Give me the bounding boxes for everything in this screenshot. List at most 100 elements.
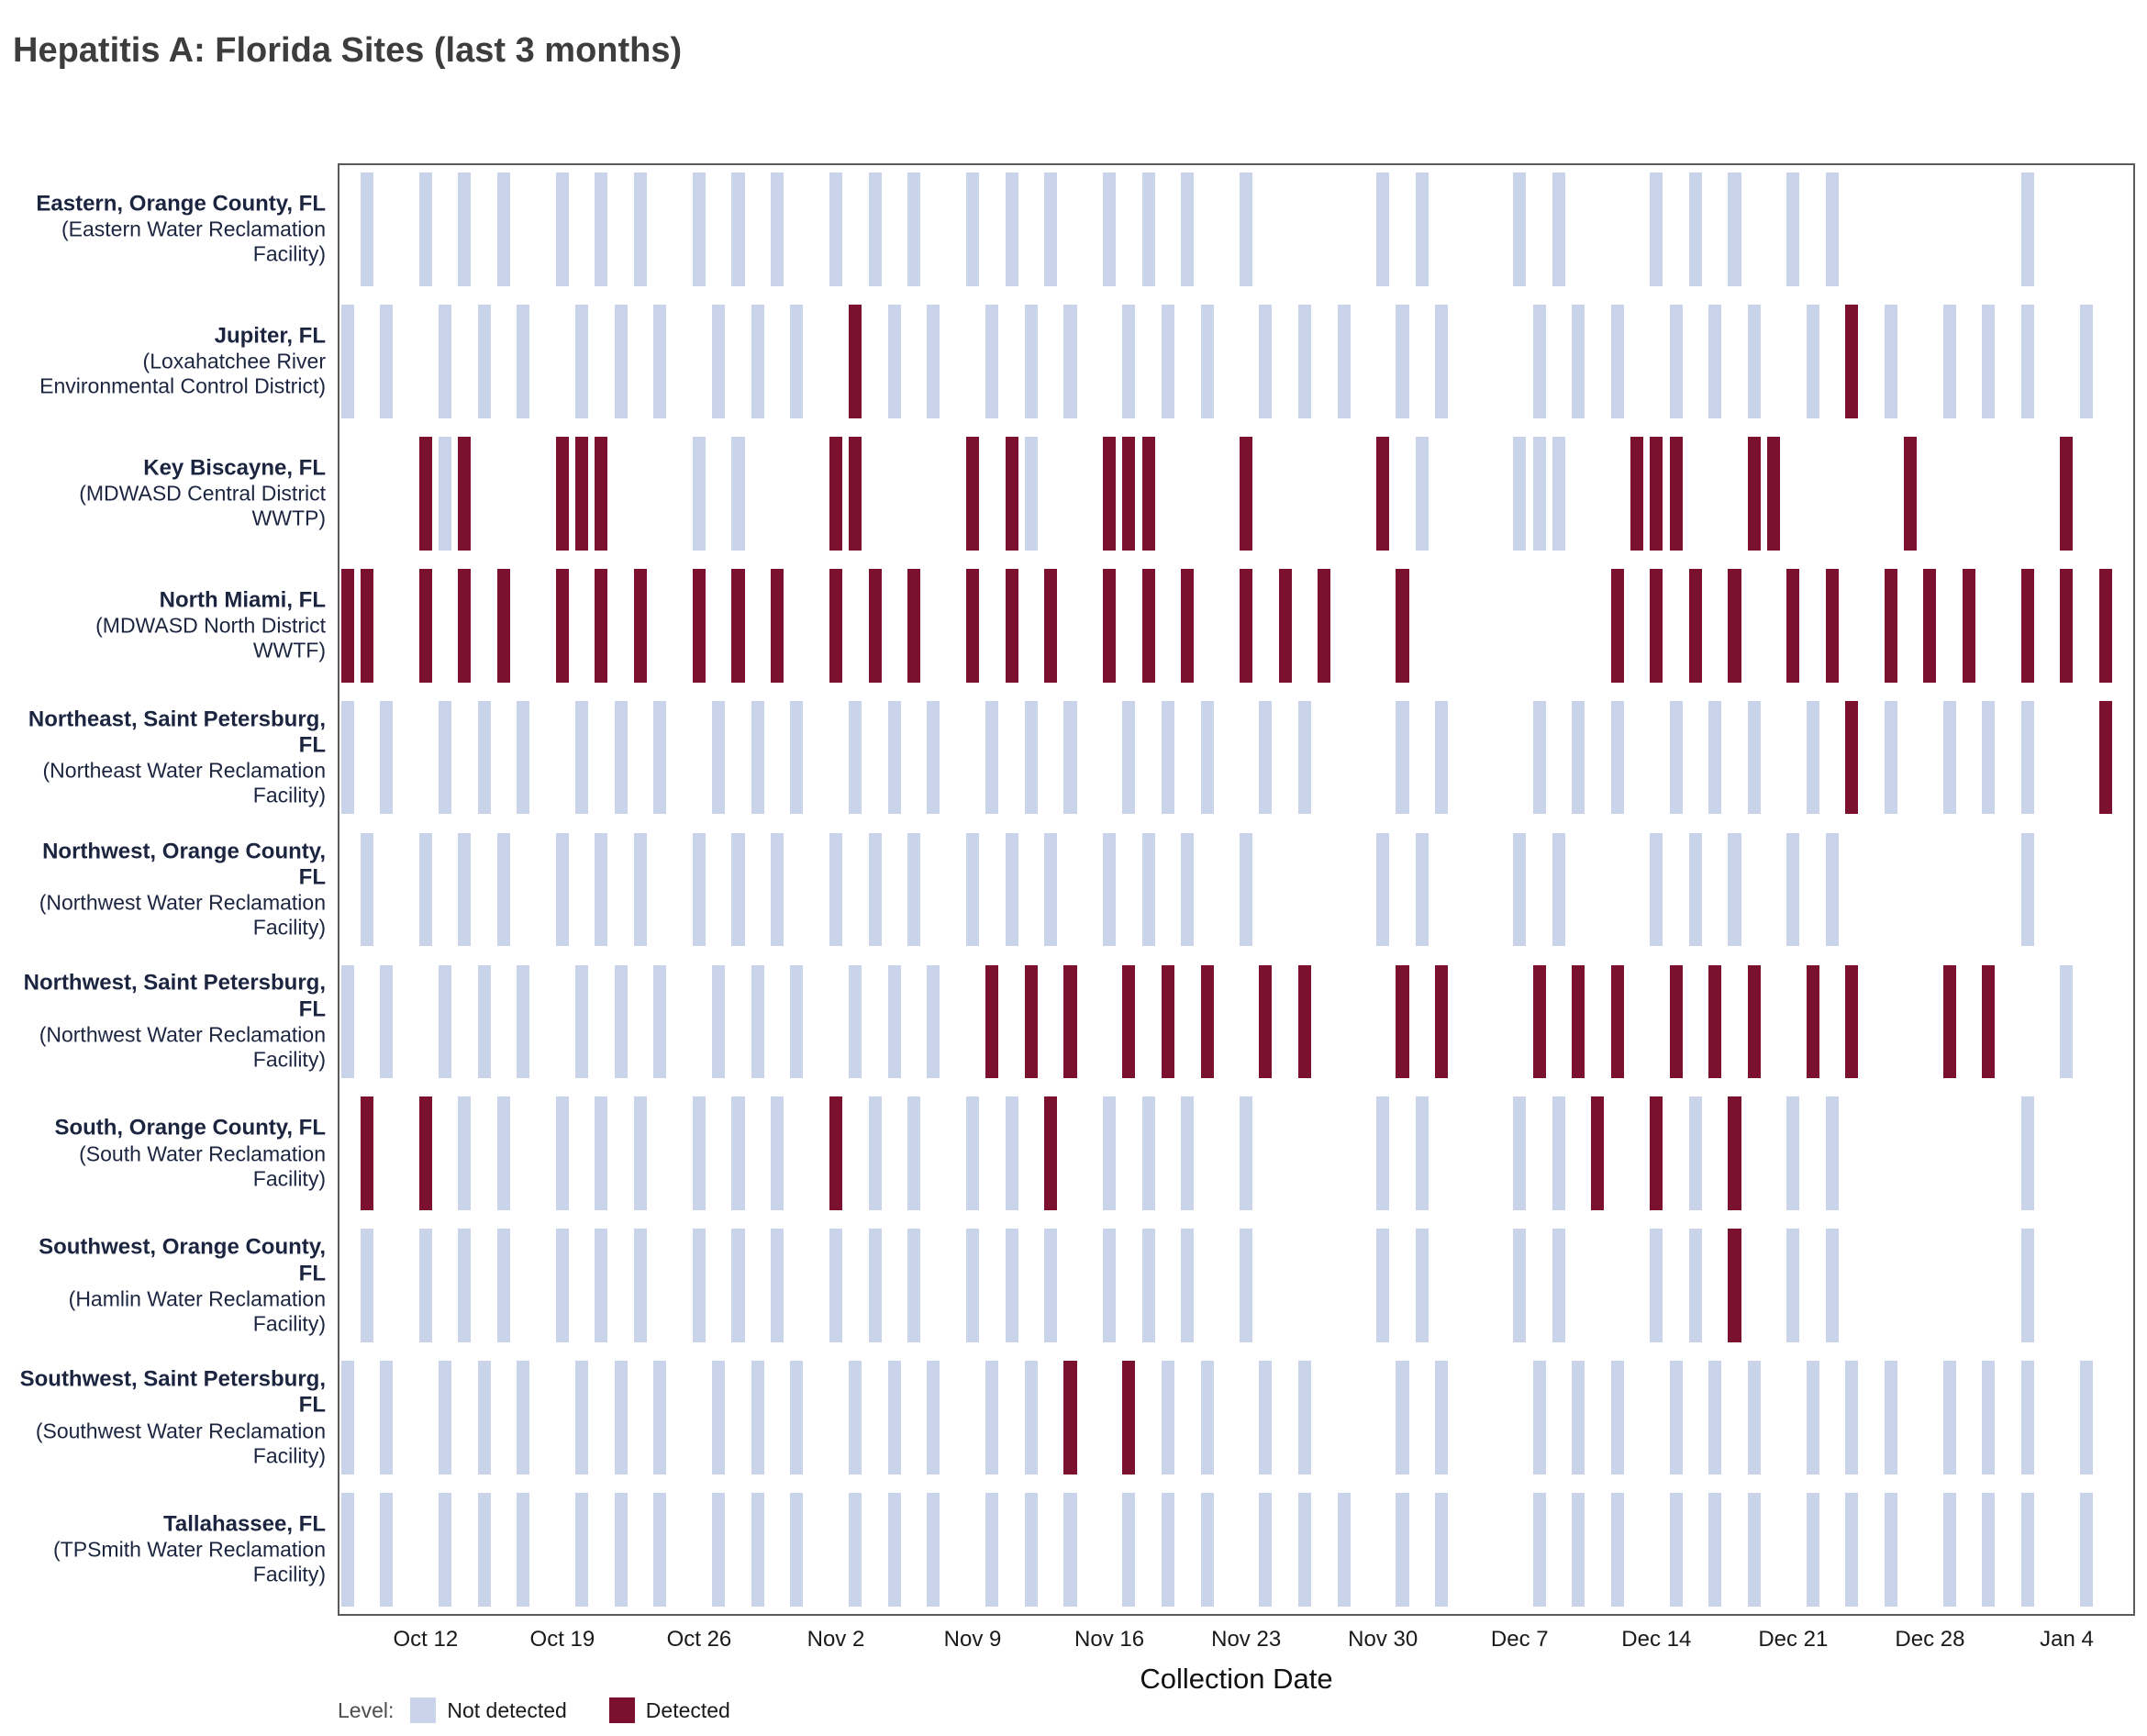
heatmap-cell — [1122, 1361, 1136, 1474]
heatmap-cell — [1024, 1361, 1038, 1474]
heatmap-cell — [653, 1361, 667, 1474]
heatmap-cell — [1650, 1229, 1663, 1343]
row-label: Eastern, Orange County, FL (Eastern Water… — [18, 192, 326, 268]
heatmap-cell — [1552, 172, 1565, 286]
x-tick-label: Nov 2 — [807, 1627, 865, 1652]
heatmap-cell — [517, 1361, 530, 1474]
x-tick-label: Nov 9 — [943, 1627, 1002, 1652]
heatmap-cell — [1122, 436, 1136, 551]
heatmap-cell — [1240, 1096, 1253, 1211]
heatmap-cell — [458, 1096, 472, 1211]
heatmap-cell — [1141, 1229, 1155, 1343]
heatmap-cell — [1630, 436, 1644, 551]
heatmap-cell — [1259, 700, 1273, 815]
heatmap-cell — [418, 1096, 432, 1211]
heatmap-cell — [1552, 1229, 1565, 1343]
heatmap-cell — [458, 172, 472, 286]
heatmap-cell — [751, 1493, 764, 1607]
heatmap-cell — [1825, 1229, 1839, 1343]
heatmap-cell — [360, 568, 373, 683]
heatmap-cell — [1141, 832, 1155, 947]
heatmap-cell — [2060, 964, 2074, 1079]
heatmap-cell — [1005, 1096, 1018, 1211]
heatmap-cell — [751, 700, 764, 815]
heatmap-cell — [1415, 172, 1429, 286]
heatmap-cell — [1669, 964, 1683, 1079]
heatmap-cell — [829, 568, 842, 683]
heatmap-cell — [1572, 1361, 1585, 1474]
heatmap-cell — [1708, 700, 1722, 815]
heatmap-cell — [1259, 964, 1273, 1079]
site-name: Southwest, Saint Petersburg, FL — [19, 1366, 326, 1418]
heatmap-cell — [614, 964, 628, 1079]
row-label: Southwest, Orange County, FL (Hamlin Wate… — [18, 1235, 326, 1337]
heatmap-cell — [2060, 568, 2074, 683]
x-axis-title: Collection Date — [1140, 1663, 1333, 1695]
heatmap-cell — [575, 964, 589, 1079]
heatmap-cell — [1337, 1493, 1351, 1607]
heatmap-cell — [2079, 1361, 2093, 1474]
heatmap-cell — [1650, 568, 1663, 683]
heatmap-cell — [1610, 700, 1624, 815]
row-label: Tallahassee, FL (TPSmith Water Reclamatio… — [18, 1512, 326, 1588]
site-name: Tallahassee, FL — [163, 1511, 326, 1537]
heatmap-cell — [439, 1361, 452, 1474]
heatmap-cell — [555, 172, 569, 286]
heatmap-cell — [1396, 1361, 1409, 1474]
heatmap-cell — [868, 832, 882, 947]
heatmap-cell — [595, 1096, 608, 1211]
heatmap-cell — [849, 304, 862, 418]
heatmap-cell — [712, 1493, 726, 1607]
heatmap-cell — [2079, 1493, 2093, 1607]
heatmap-cell — [1825, 172, 1839, 286]
heatmap-cell — [868, 172, 882, 286]
heatmap-cell — [907, 172, 921, 286]
heatmap-cell — [829, 172, 842, 286]
heatmap-cell — [849, 700, 862, 815]
heatmap-cell — [1024, 700, 1038, 815]
heatmap-cell — [1200, 304, 1214, 418]
site-name: Eastern, Orange County, FL — [36, 191, 326, 217]
heatmap-cell — [1298, 1493, 1312, 1607]
heatmap-cell — [1103, 832, 1117, 947]
heatmap-cell — [1767, 436, 1781, 551]
heatmap-cell — [849, 964, 862, 1079]
x-tick-label: Oct 26 — [666, 1627, 732, 1652]
heatmap-cell — [771, 172, 784, 286]
x-tick-label: Nov 30 — [1348, 1627, 1418, 1652]
heatmap-cell — [1786, 568, 1800, 683]
site-name: North Miami, FL — [159, 587, 326, 613]
heatmap-cell — [477, 700, 491, 815]
heatmap-cell — [1552, 832, 1565, 947]
heatmap-cell — [496, 832, 510, 947]
heatmap-cell — [1181, 172, 1195, 286]
heatmap-cell — [1688, 568, 1702, 683]
heatmap-cell — [985, 1493, 999, 1607]
heatmap-cell — [1415, 1229, 1429, 1343]
heatmap-cell — [1786, 1229, 1800, 1343]
heatmap-cell — [1200, 1361, 1214, 1474]
x-tick-label: Nov 23 — [1211, 1627, 1282, 1652]
x-tick-label: Dec 7 — [1490, 1627, 1549, 1652]
heatmap-cell — [771, 1096, 784, 1211]
heatmap-cell — [458, 1229, 472, 1343]
heatmap-cell — [555, 1096, 569, 1211]
heatmap-cell — [1904, 436, 1918, 551]
heatmap-cell — [1708, 964, 1722, 1079]
heatmap-cell — [1240, 172, 1253, 286]
heatmap-cell — [1786, 172, 1800, 286]
heatmap-cell — [517, 304, 530, 418]
heatmap-cell — [771, 568, 784, 683]
heatmap-cell — [1532, 304, 1546, 418]
heatmap-cell — [1532, 964, 1546, 1079]
heatmap-cell — [575, 436, 589, 551]
heatmap-cell — [1532, 700, 1546, 815]
heatmap-cell — [1318, 568, 1331, 683]
heatmap-cell — [1572, 1493, 1585, 1607]
heatmap-cell — [1415, 832, 1429, 947]
heatmap-cell — [458, 568, 472, 683]
heatmap-cell — [1141, 568, 1155, 683]
heatmap-cell — [1298, 1361, 1312, 1474]
heatmap-cell — [966, 1096, 980, 1211]
heatmap-cell — [1728, 172, 1741, 286]
